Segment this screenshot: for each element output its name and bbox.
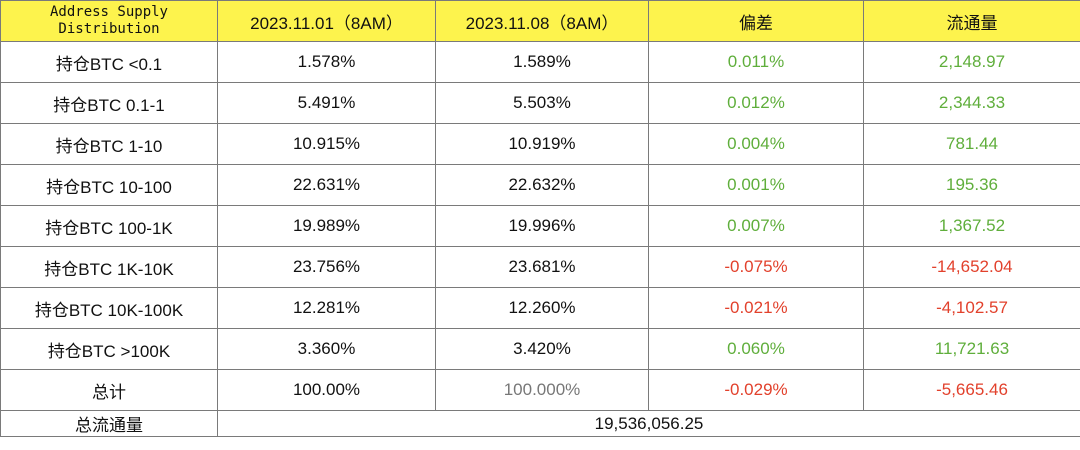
value-2023-11-01: 1.578%: [217, 41, 436, 83]
value-2023-11-08: 23.681%: [435, 246, 649, 288]
circulation-value: 195.36: [863, 164, 1080, 206]
deviation-value: 0.007%: [648, 205, 864, 247]
deviation-value: 0.060%: [648, 328, 864, 370]
value-2023-11-01: 12.281%: [217, 287, 436, 329]
row-label: 持仓BTC >100K: [0, 328, 218, 370]
deviation-value: -0.075%: [648, 246, 864, 288]
row-label: 持仓BTC 1-10: [0, 123, 218, 165]
header-address-supply-distribution: Address Supply Distribution: [0, 0, 218, 42]
table-row: 持仓BTC >100K 3.360% 3.420% 0.060% 11,721.63: [0, 328, 1080, 370]
total-circulation-label: 总流通量: [0, 410, 218, 437]
row-label: 总计: [0, 369, 218, 411]
table-body: 持仓BTC <0.1 1.578% 1.589% 0.011% 2,148.97 持仓BT…: [0, 41, 1080, 411]
header-row: Address Supply Distribution 2023.11.01（8A…: [0, 0, 1080, 42]
circulation-value: -14,652.04: [863, 246, 1080, 288]
table-row: 持仓BTC <0.1 1.578% 1.589% 0.011% 2,148.97: [0, 41, 1080, 83]
total-circulation-row: 总流通量 19,536,056.25: [0, 410, 1080, 437]
row-label: 持仓BTC 10K-100K: [0, 287, 218, 329]
value-2023-11-01: 5.491%: [217, 82, 436, 124]
header-deviation: 偏差: [648, 0, 864, 42]
value-2023-11-01: 100.00%: [217, 369, 436, 411]
header-date-2023-11-08: 2023.11.08（8AM）: [435, 0, 649, 42]
value-2023-11-01: 10.915%: [217, 123, 436, 165]
total-row: 总计 100.00% 100.000% -0.029% -5,665.46: [0, 369, 1080, 411]
value-2023-11-08: 1.589%: [435, 41, 649, 83]
deviation-value: 0.012%: [648, 82, 864, 124]
row-label: 持仓BTC 10-100: [0, 164, 218, 206]
value-2023-11-08: 10.919%: [435, 123, 649, 165]
row-label: 持仓BTC <0.1: [0, 41, 218, 83]
table-header: Address Supply Distribution 2023.11.01（8A…: [0, 0, 1080, 42]
deviation-value: -0.029%: [648, 369, 864, 411]
value-2023-11-01: 3.360%: [217, 328, 436, 370]
value-2023-11-01: 22.631%: [217, 164, 436, 206]
value-2023-11-08: 3.420%: [435, 328, 649, 370]
circulation-value: 1,367.52: [863, 205, 1080, 247]
circulation-value: -4,102.57: [863, 287, 1080, 329]
table-row: 持仓BTC 0.1-1 5.491% 5.503% 0.012% 2,344.33: [0, 82, 1080, 124]
table-row: 持仓BTC 1-10 10.915% 10.919% 0.004% 781.44: [0, 123, 1080, 165]
table-row: 持仓BTC 100-1K 19.989% 19.996% 0.007% 1,367.52: [0, 205, 1080, 247]
table-row: 持仓BTC 10-100 22.631% 22.632% 0.001% 195.36: [0, 164, 1080, 206]
value-2023-11-01: 19.989%: [217, 205, 436, 247]
deviation-value: -0.021%: [648, 287, 864, 329]
total-circulation-value: 19,536,056.25: [217, 410, 1080, 437]
value-2023-11-08: 22.632%: [435, 164, 649, 206]
btc-address-distribution-table: Address Supply Distribution 2023.11.01（8A…: [0, 0, 1080, 437]
table-row: 持仓BTC 1K-10K 23.756% 23.681% -0.075% -14,652…: [0, 246, 1080, 288]
value-2023-11-08: 5.503%: [435, 82, 649, 124]
header-date-2023-11-01: 2023.11.01（8AM）: [217, 0, 436, 42]
deviation-value: 0.004%: [648, 123, 864, 165]
circulation-value: 2,344.33: [863, 82, 1080, 124]
table-row: 持仓BTC 10K-100K 12.281% 12.260% -0.021% -4,10…: [0, 287, 1080, 329]
circulation-value: 2,148.97: [863, 41, 1080, 83]
row-label: 持仓BTC 1K-10K: [0, 246, 218, 288]
header-circulation: 流通量: [863, 0, 1080, 42]
value-2023-11-08: 100.000%: [435, 369, 649, 411]
value-2023-11-08: 19.996%: [435, 205, 649, 247]
row-label: 持仓BTC 0.1-1: [0, 82, 218, 124]
row-label: 持仓BTC 100-1K: [0, 205, 218, 247]
circulation-value: 11,721.63: [863, 328, 1080, 370]
circulation-value: 781.44: [863, 123, 1080, 165]
deviation-value: 0.011%: [648, 41, 864, 83]
circulation-value: -5,665.46: [863, 369, 1080, 411]
deviation-value: 0.001%: [648, 164, 864, 206]
table-footer: 总流通量 19,536,056.25: [0, 410, 1080, 437]
value-2023-11-01: 23.756%: [217, 246, 436, 288]
value-2023-11-08: 12.260%: [435, 287, 649, 329]
